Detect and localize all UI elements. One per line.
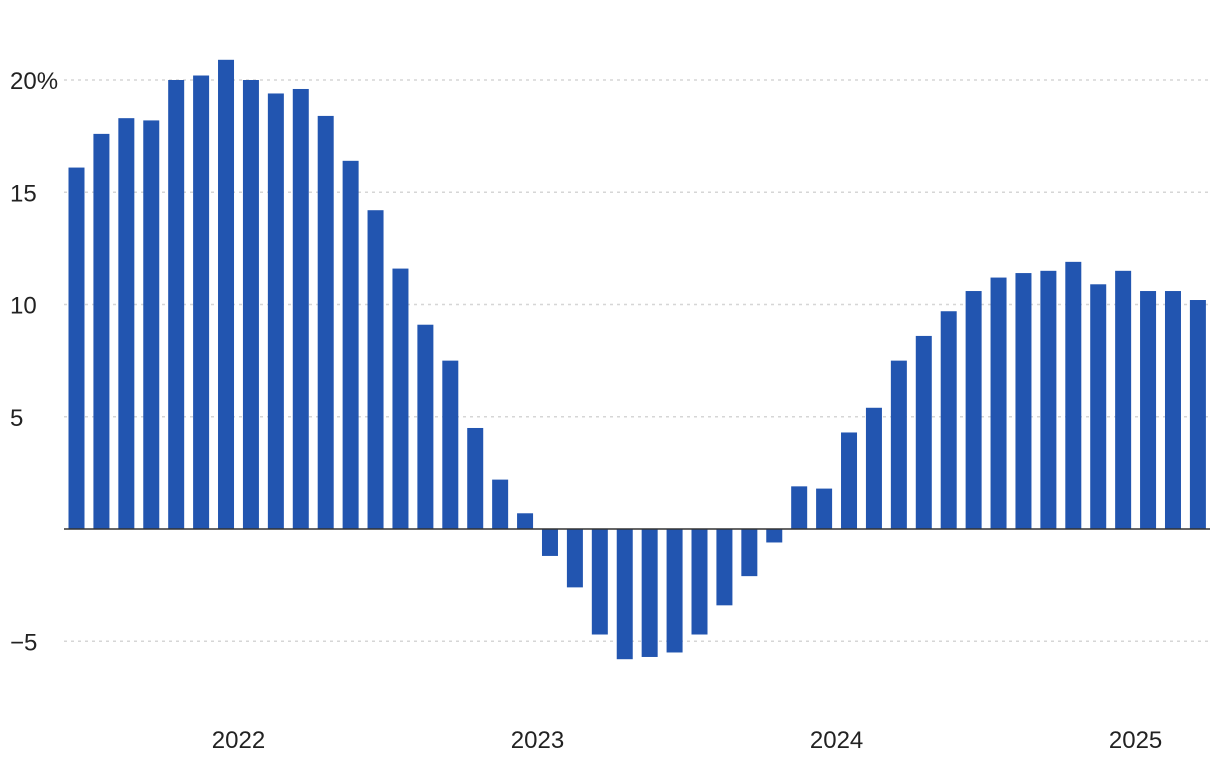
bar [865,407,882,529]
bar [193,75,210,529]
bar [965,291,982,529]
bar [1164,291,1181,529]
axis-layer: 20% 15 10 5 −5 2022 2023 2024 2025 [10,68,1210,754]
bar [591,529,608,635]
bar [342,160,359,529]
bar [915,335,932,529]
bar [218,59,235,530]
bar [242,80,259,529]
x-tick-label: 2023 [511,727,564,754]
bar [118,118,135,530]
bar [1065,261,1082,529]
bar [1115,270,1132,529]
bar [68,167,85,529]
bar [1040,270,1057,529]
bar [267,93,284,529]
bar [766,529,783,543]
bar [292,88,309,529]
bar [890,360,907,530]
bar [367,210,384,529]
y-tick-label: 20% [10,68,58,95]
bar [168,80,185,529]
bar [1189,300,1206,529]
bar [791,486,808,529]
grid-layer [64,79,1210,642]
bar [691,529,708,635]
bar [1140,291,1157,529]
bar [517,513,534,529]
bar [1015,273,1032,529]
x-tick-label: 2025 [1109,727,1162,754]
bar [467,427,484,529]
y-tick-label: 10 [10,293,37,320]
y-tick-label: 15 [10,180,37,207]
bar [666,529,683,653]
bar [741,529,758,577]
bar [417,324,434,529]
bar [392,268,409,529]
bar [143,120,160,529]
bar [716,529,733,606]
bar [1090,284,1107,529]
x-tick-label: 2022 [212,727,265,754]
bar [816,488,833,529]
bars-layer [68,59,1206,660]
bar [616,529,633,660]
x-tick-label: 2024 [810,727,863,754]
bar [566,529,583,588]
bar [841,432,858,529]
y-tick-label: 5 [10,405,23,432]
y-tick-label: −5 [10,629,37,656]
bar [641,529,658,657]
bar [442,360,459,530]
bar [541,529,558,556]
bar [317,115,334,530]
bar [990,277,1007,529]
bar [492,479,509,529]
bar [93,133,110,529]
bar [940,311,957,529]
